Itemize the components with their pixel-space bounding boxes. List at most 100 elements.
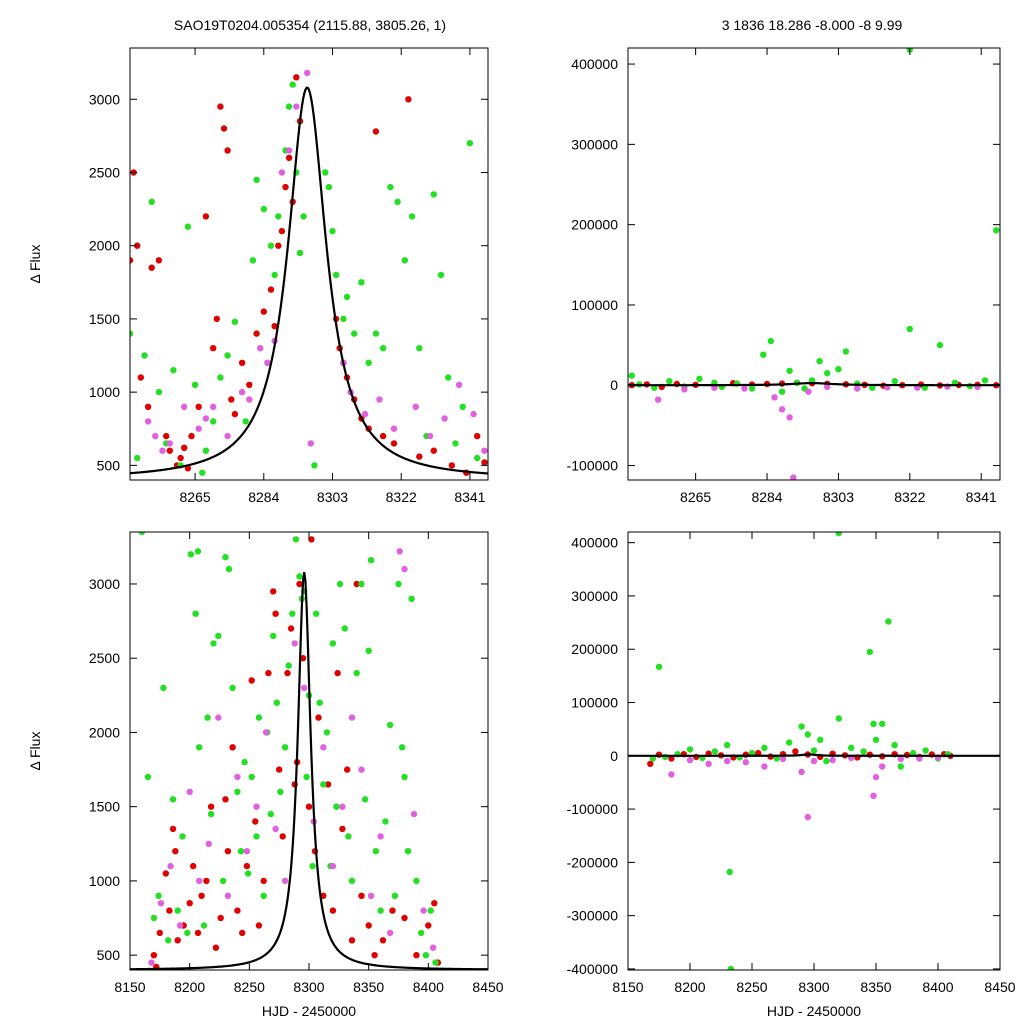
data-point (842, 348, 850, 355)
data-point (334, 669, 341, 677)
data-point (668, 771, 675, 778)
data-point (655, 663, 663, 670)
data-point (279, 833, 286, 840)
data-point (727, 965, 735, 970)
data-point (172, 848, 179, 855)
data-point (169, 796, 177, 803)
data-point (348, 937, 356, 944)
data-point (231, 410, 239, 418)
y-tick-label: -400000 (567, 961, 619, 977)
data-point (372, 128, 380, 135)
series-magenta (148, 548, 437, 966)
data-point (213, 315, 220, 323)
x-tick-label: 8200 (174, 979, 205, 995)
x-tick-label: 8450 (472, 979, 503, 995)
data-point (203, 877, 210, 885)
data-point (696, 375, 703, 382)
y-tick-label: 3000 (89, 576, 120, 592)
plot-frame (129, 47, 489, 481)
data-point (382, 818, 389, 825)
data-point (289, 81, 296, 88)
data-point (455, 381, 463, 388)
data-point (260, 308, 267, 315)
data-point (255, 922, 263, 929)
plot-area (130, 69, 488, 476)
data-point (353, 580, 360, 588)
data-point (422, 952, 430, 959)
data-point (445, 374, 452, 381)
data-point (229, 744, 236, 751)
data-point (879, 720, 886, 727)
data-point (377, 907, 384, 914)
data-point (408, 595, 415, 602)
right-header-title: 3 1836 18.286 -8.000 -8 9.99 (722, 17, 903, 33)
data-point (293, 103, 300, 110)
data-point (276, 766, 283, 773)
data-point (224, 352, 231, 359)
data-point (891, 741, 898, 749)
data-point (387, 183, 394, 191)
data-point (353, 669, 360, 677)
data-point (315, 714, 322, 721)
data-point (246, 381, 253, 388)
data-point (329, 227, 336, 235)
data-point (296, 573, 303, 580)
data-point (760, 351, 767, 358)
data-point (141, 352, 148, 359)
data-point (348, 877, 356, 885)
data-point (277, 788, 284, 795)
data-point (724, 741, 731, 749)
data-point (239, 929, 246, 937)
data-point (215, 714, 222, 721)
data-point (824, 370, 831, 377)
data-point (224, 432, 231, 440)
data-point (390, 440, 398, 447)
data-point (329, 862, 337, 870)
data-point (425, 922, 432, 929)
data-point (184, 223, 192, 230)
data-point (144, 773, 152, 781)
data-point (474, 454, 481, 462)
data-point (398, 744, 406, 751)
data-point (264, 359, 271, 366)
data-point (215, 632, 222, 640)
data-point (742, 759, 749, 766)
data-point (190, 862, 197, 870)
data-point (711, 748, 718, 755)
data-point (379, 432, 387, 440)
y-tick-label: 500 (97, 947, 121, 963)
data-point (816, 358, 823, 365)
data-point (304, 69, 311, 77)
data-point (241, 758, 248, 766)
panel-bottom-left: 500 1000 1500 2000 2500 3000 8150 8200 8250 8300 8… (27, 531, 504, 1019)
data-point (325, 183, 333, 191)
x-tick-label: 8303 (823, 489, 854, 505)
data-point (152, 432, 159, 440)
data-point (773, 755, 780, 762)
data-point (408, 213, 416, 220)
x-tick-label: 8350 (860, 979, 891, 995)
data-point (668, 755, 675, 762)
data-point (404, 848, 412, 855)
data-point (272, 610, 279, 617)
data-point (426, 432, 434, 440)
data-point (320, 744, 327, 751)
data-point (437, 271, 445, 279)
y-tick-label: 0 (610, 377, 618, 393)
data-point (332, 271, 340, 279)
x-tick-label: 8400 (922, 979, 953, 995)
data-point (176, 922, 184, 929)
data-point (778, 406, 786, 413)
data-point (413, 877, 420, 885)
data-point (199, 469, 206, 476)
data-point (253, 833, 260, 840)
data-point (860, 748, 867, 755)
series-green (130, 81, 481, 476)
data-point (210, 345, 217, 352)
data-point (361, 796, 369, 803)
data-point (379, 937, 387, 944)
data-point (466, 140, 474, 147)
data-point (344, 766, 351, 773)
data-point (358, 279, 365, 286)
data-point (394, 198, 401, 205)
